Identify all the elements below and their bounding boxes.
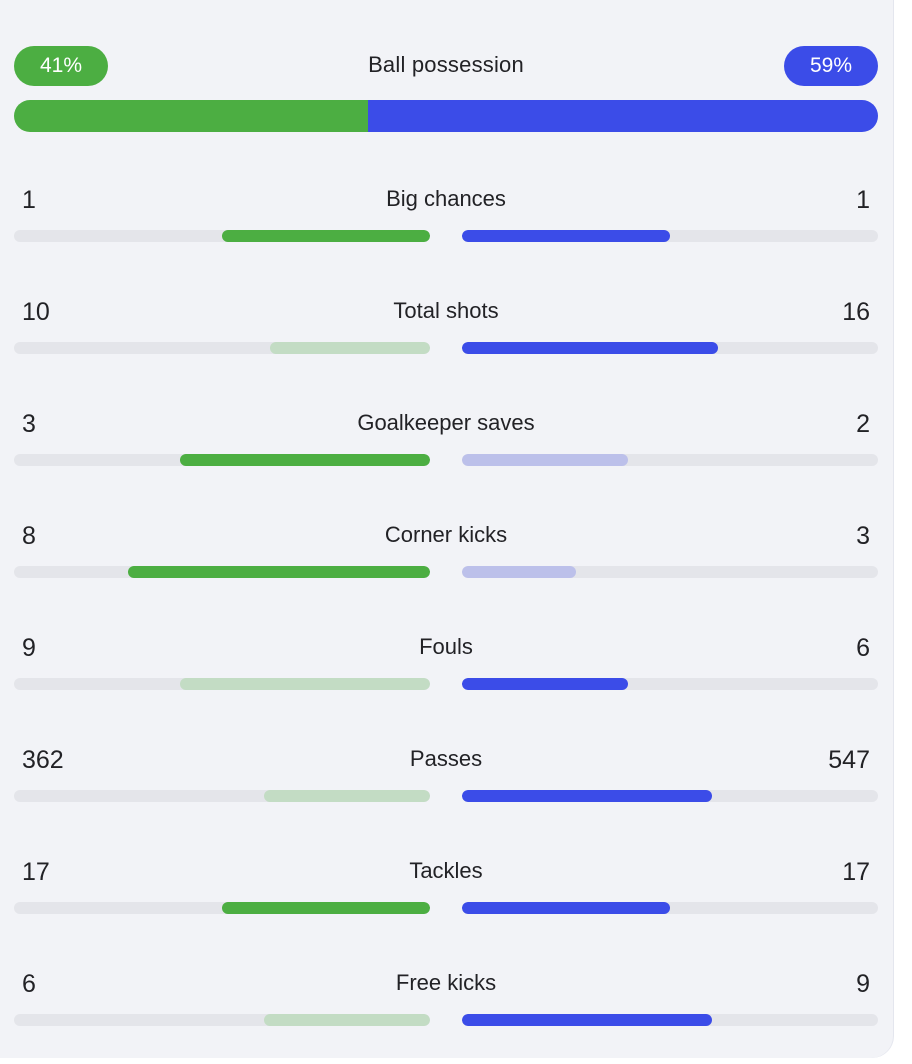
away-stat-track [462, 230, 878, 242]
home-stat-fill [127, 566, 430, 578]
home-stat-value: 8 [22, 522, 36, 550]
away-stat-value: 9 [856, 970, 870, 998]
possession-bar-home [14, 100, 369, 132]
away-stat-value: 3 [856, 522, 870, 550]
home-stat-track [14, 678, 430, 690]
away-stat-track [462, 902, 878, 914]
away-stat-track [462, 790, 878, 802]
stat-row-tackles: 17 Tackles 17 [14, 856, 878, 920]
stat-label: Free kicks [395, 970, 497, 995]
home-stat-value: 1 [22, 186, 36, 214]
stat-row-corner-kicks: 8 Corner kicks 3 [14, 520, 878, 584]
away-stat-value: 6 [856, 634, 870, 662]
away-stat-value: 547 [828, 746, 870, 774]
home-stat-fill [264, 790, 430, 802]
home-stat-value: 362 [22, 746, 64, 774]
away-stat-track [462, 566, 878, 578]
away-stat-value: 17 [842, 858, 870, 886]
stat-row-total-shots: 10 Total shots 16 [14, 296, 878, 360]
away-stat-fill [462, 790, 713, 802]
stat-label: Big chances [386, 186, 506, 211]
away-stat-fill [462, 230, 670, 242]
match-statistics-panel [0, 0, 893, 1058]
away-stat-fill [462, 566, 576, 578]
home-stat-value: 3 [22, 410, 36, 438]
stat-label: Total shots [393, 298, 499, 323]
away-stat-fill [462, 678, 629, 690]
away-stat-track [462, 1014, 878, 1026]
home-stat-track [14, 566, 430, 578]
away-stat-fill [462, 902, 670, 914]
home-stat-value: 17 [22, 858, 50, 886]
away-stat-fill [462, 454, 629, 466]
away-stat-value: 16 [842, 298, 870, 326]
away-stat-value: 1 [856, 186, 870, 214]
stat-row-free-kicks: 6 Free kicks 9 [14, 968, 878, 1032]
home-stat-track [14, 902, 430, 914]
away-stat-track [462, 342, 878, 354]
home-stat-fill [180, 454, 430, 466]
stat-row-passes: 362 Passes 547 [14, 744, 878, 808]
away-stat-fill [462, 1014, 712, 1026]
stat-label: Fouls [419, 634, 473, 659]
home-stat-value: 10 [22, 298, 50, 326]
home-stat-value: 9 [22, 634, 36, 662]
home-stat-fill [269, 342, 430, 354]
home-stat-track [14, 230, 430, 242]
possession-bar-away [368, 100, 878, 132]
away-stat-track [462, 454, 878, 466]
home-stat-fill [180, 678, 430, 690]
stat-label: Goalkeeper saves [357, 410, 535, 435]
ball-possession-header: 41% Ball possession 59% [14, 46, 878, 86]
stat-label: Tackles [409, 858, 483, 883]
stat-label: Passes [409, 746, 483, 771]
away-stat-track [462, 678, 878, 690]
home-stat-track [14, 342, 430, 354]
home-stat-fill [263, 1014, 430, 1026]
away-stat-value: 2 [856, 410, 870, 438]
stat-row-fouls: 9 Fouls 6 [14, 632, 878, 696]
away-possession-badge: 59% [784, 46, 878, 86]
home-stat-track [14, 454, 430, 466]
home-stat-track [14, 1014, 430, 1026]
away-stat-fill [462, 342, 718, 354]
stat-label: Corner kicks [384, 522, 508, 547]
stat-row-big-chances: 1 Big chances 1 [14, 184, 878, 248]
possession-bar [14, 100, 878, 132]
home-possession-badge: 41% [14, 46, 108, 86]
home-stat-fill [222, 230, 430, 242]
ball-possession-label: Ball possession [368, 52, 524, 77]
home-stat-fill [222, 902, 430, 914]
stat-row-goalkeeper-saves: 3 Goalkeeper saves 2 [14, 408, 878, 472]
home-stat-value: 6 [22, 970, 36, 998]
home-stat-track [14, 790, 430, 802]
